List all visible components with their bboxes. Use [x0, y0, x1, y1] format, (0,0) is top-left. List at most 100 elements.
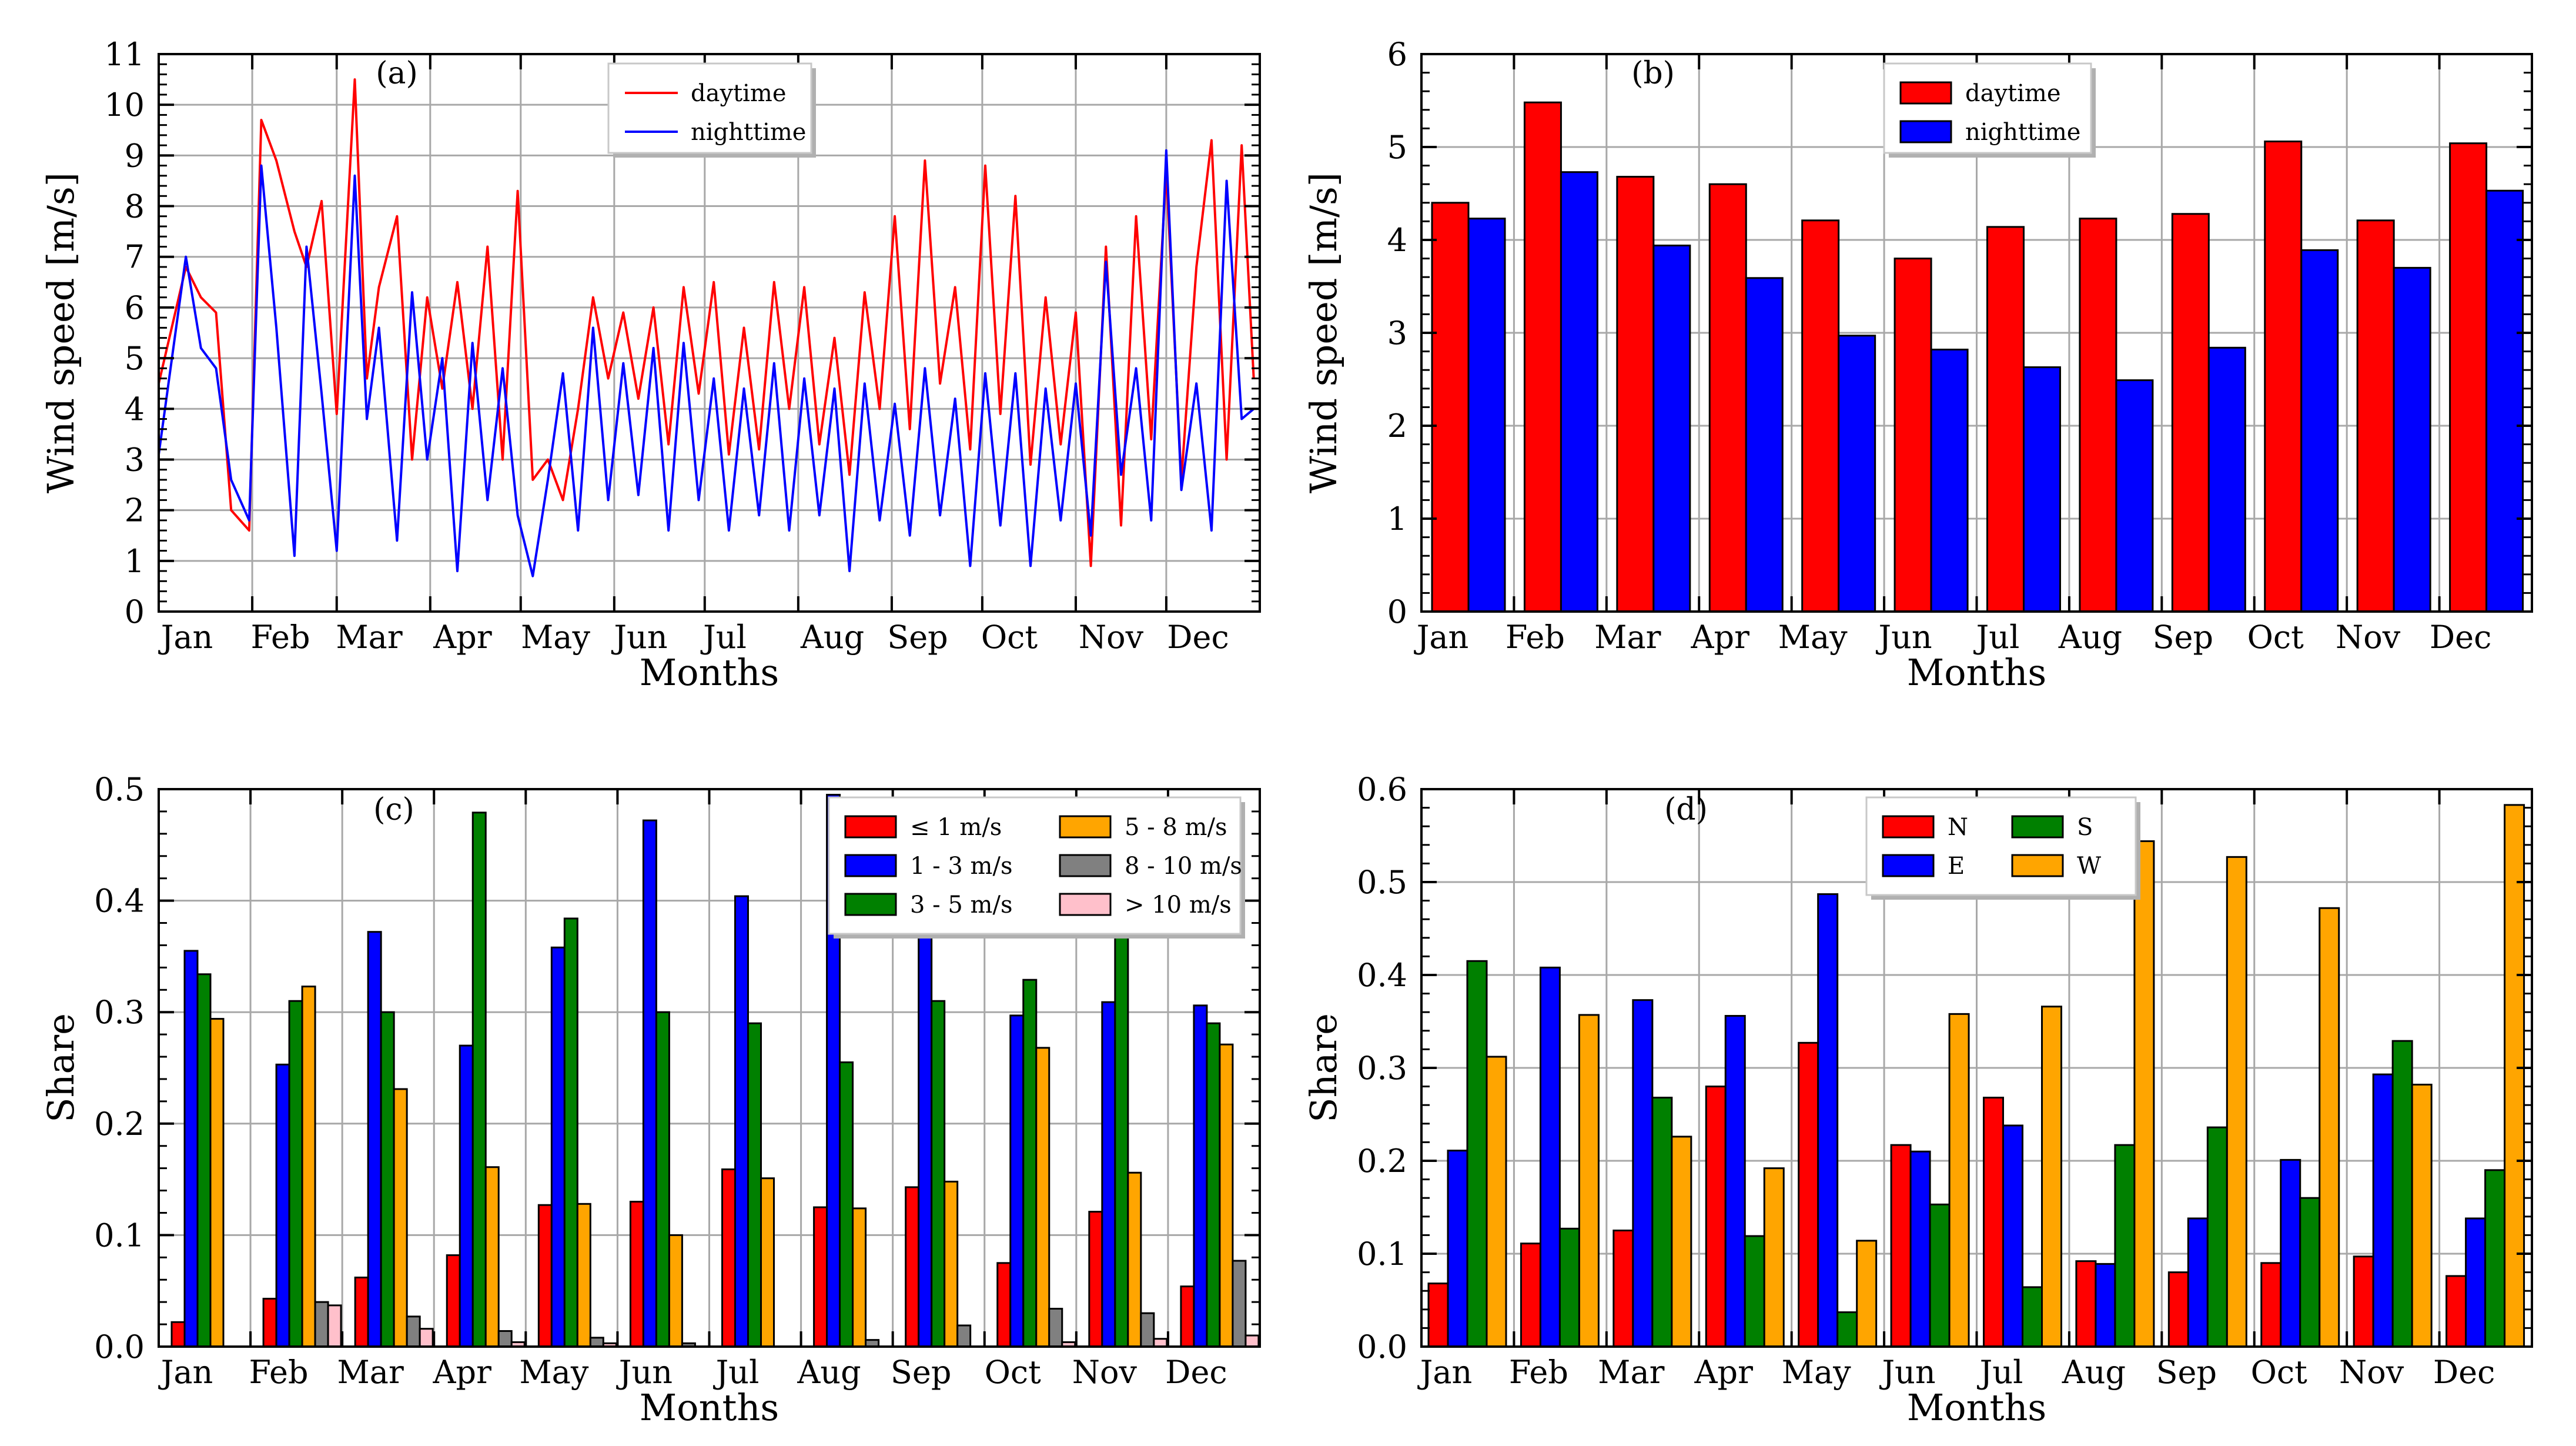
bar-nov--1-m-s	[1088, 1211, 1103, 1348]
bar-mar-1-3-m-s	[367, 931, 382, 1348]
bar-jul-E	[2002, 1124, 2023, 1348]
x-tick-label: Mar	[1594, 619, 1661, 656]
panel-label: (a)	[376, 56, 418, 91]
y-tick-label: 0.1	[94, 1217, 145, 1254]
y-tick-label: 0.3	[1357, 1050, 1407, 1087]
bar-jul-W	[2041, 1006, 2062, 1348]
bar-nov-N	[2353, 1255, 2374, 1348]
y-tick-label: 6	[125, 289, 145, 326]
y-tick-label: 11	[104, 36, 145, 73]
bar-oct-E	[2280, 1158, 2301, 1348]
panel-d: 0.0 0.1 0.2 0.3 0.4 0.5 0.6 Jan Feb Mar Apr May Jun J…	[1302, 771, 2533, 1429]
x-tick-label: Dec	[2433, 1354, 2495, 1391]
bar-mar-3-5-m-s	[380, 1011, 395, 1348]
y-tick-label: 8	[125, 188, 145, 225]
bar-feb-S	[1558, 1227, 1580, 1348]
bar-may--1-m-s	[537, 1204, 553, 1348]
bar-jan-3-5-m-s	[196, 973, 212, 1348]
bar-sep--1-m-s	[905, 1186, 920, 1348]
legend-label: W	[2077, 853, 2101, 880]
x-tick-label: Aug	[800, 619, 864, 656]
x-tick-label: Sep	[2153, 619, 2214, 656]
series-line-nighttime	[158, 149, 1254, 577]
bar-feb-W	[1578, 1014, 1600, 1348]
x-tick-label: Jan	[158, 619, 213, 656]
y-axis-label: Wind speed [m/s]	[39, 172, 82, 493]
bar-mar-nighttime	[1652, 244, 1691, 613]
bar-jan-1-3-m-s	[183, 950, 199, 1348]
panel-label: (b)	[1631, 56, 1675, 91]
bar-nov-W	[2411, 1083, 2433, 1348]
bar-nov-3-5-m-s	[1114, 911, 1129, 1348]
legend-label: > 10 m/s	[1125, 891, 1232, 919]
bar-jun-1-3-m-s	[642, 819, 657, 1348]
bar-apr-3-5-m-s	[471, 812, 487, 1348]
bar-apr-5-8-m-s	[484, 1166, 500, 1348]
y-axis-label: Wind speed [m/s]	[1302, 172, 1345, 493]
y-tick-label: 0.4	[94, 883, 145, 920]
x-tick-label: Apr	[433, 619, 492, 656]
bar-apr-N	[1705, 1086, 1727, 1348]
legend-box	[828, 796, 1242, 935]
legend-swatch-d2	[2011, 815, 2064, 839]
legend-label: S	[2077, 814, 2093, 841]
bar-jun-5-8-m-s	[668, 1234, 683, 1348]
bar-nov-5-8-m-s	[1127, 1171, 1142, 1348]
bar-feb-5-8-m-s	[301, 986, 316, 1348]
x-tick-label: Aug	[797, 1354, 861, 1391]
x-tick-label: Feb	[1509, 1354, 1568, 1391]
x-axis-label: Months	[640, 1386, 779, 1429]
x-tick-label: Oct	[985, 1354, 1042, 1391]
legend-swatch-c2	[844, 893, 897, 916]
legend-label: 8 - 10 m/s	[1125, 853, 1242, 880]
bar-jul-S	[2022, 1286, 2043, 1348]
bar-nov-nighttime	[2393, 266, 2431, 613]
bar-sep-E	[2187, 1217, 2209, 1348]
bar-dec-nighttime	[2485, 189, 2524, 613]
bar-sep-8-10-m-s	[956, 1324, 972, 1348]
panel-b: 0 1 2 3 4 5 6 Jan Feb Mar Apr May Jun Jul Aug Sep Oct Nov…	[1302, 36, 2533, 694]
bar-oct-W	[2319, 907, 2340, 1348]
x-tick-label: Jun	[616, 1354, 673, 1391]
bar-jun-E	[1909, 1150, 1931, 1348]
x-tick-label: Dec	[1165, 1354, 1227, 1391]
legend-label: 5 - 8 m/s	[1125, 814, 1227, 841]
x-tick-label: May	[1778, 619, 1848, 656]
bar-may-N	[1798, 1041, 1819, 1348]
x-tick-label: Feb	[250, 619, 310, 656]
legend-swatch-c5	[1059, 893, 1112, 916]
y-tick-label: 0.3	[94, 994, 145, 1031]
bar-mar-5-8-m-s	[393, 1088, 408, 1348]
legend-swatch-c1	[844, 854, 897, 877]
bar-dec-5-8-m-s	[1219, 1043, 1234, 1348]
bar-feb-nighttime	[1560, 171, 1598, 613]
legend-label: ≤ 1 m/s	[910, 814, 1002, 841]
panel-a: 0 1 2 3 4 5 6 7 8 9 10 11 Jan Feb Mar Apr May Jun Jul Aug Se…	[39, 36, 1261, 694]
y-tick-label: 0.2	[1357, 1143, 1407, 1180]
legend-box	[1865, 796, 2137, 896]
x-tick-label: Nov	[2336, 619, 2401, 656]
bar-oct-N	[2260, 1262, 2282, 1348]
x-tick-label: Aug	[2062, 1354, 2126, 1391]
bar-dec--1-m-s	[1180, 1285, 1195, 1348]
bar-may-E	[1817, 893, 1839, 1348]
y-tick-label: 0.5	[94, 771, 145, 808]
x-tick-label: Nov	[1079, 619, 1144, 656]
bar-jun-S	[1929, 1203, 1951, 1348]
legend-swatch-c0	[844, 815, 897, 839]
bar-mar-N	[1612, 1230, 1634, 1348]
bar-dec-S	[2484, 1169, 2506, 1348]
y-tick-label: 5	[125, 340, 145, 377]
bar-oct-nighttime	[2300, 249, 2339, 613]
bar-apr-W	[1763, 1167, 1785, 1348]
legend-label: nighttime	[691, 119, 806, 146]
bar-jan--1-m-s	[170, 1321, 186, 1348]
y-tick-label: 0.0	[1357, 1328, 1407, 1365]
x-tick-label: Mar	[1598, 1354, 1664, 1391]
bar-jul-daytime	[1986, 226, 2025, 613]
bar-jul-1-3-m-s	[734, 895, 749, 1348]
bar-oct-3-5-m-s	[1022, 979, 1038, 1348]
bar-jan-daytime	[1431, 202, 1470, 613]
x-axis-label: Months	[1907, 651, 2046, 694]
x-tick-label: Nov	[2339, 1354, 2404, 1391]
